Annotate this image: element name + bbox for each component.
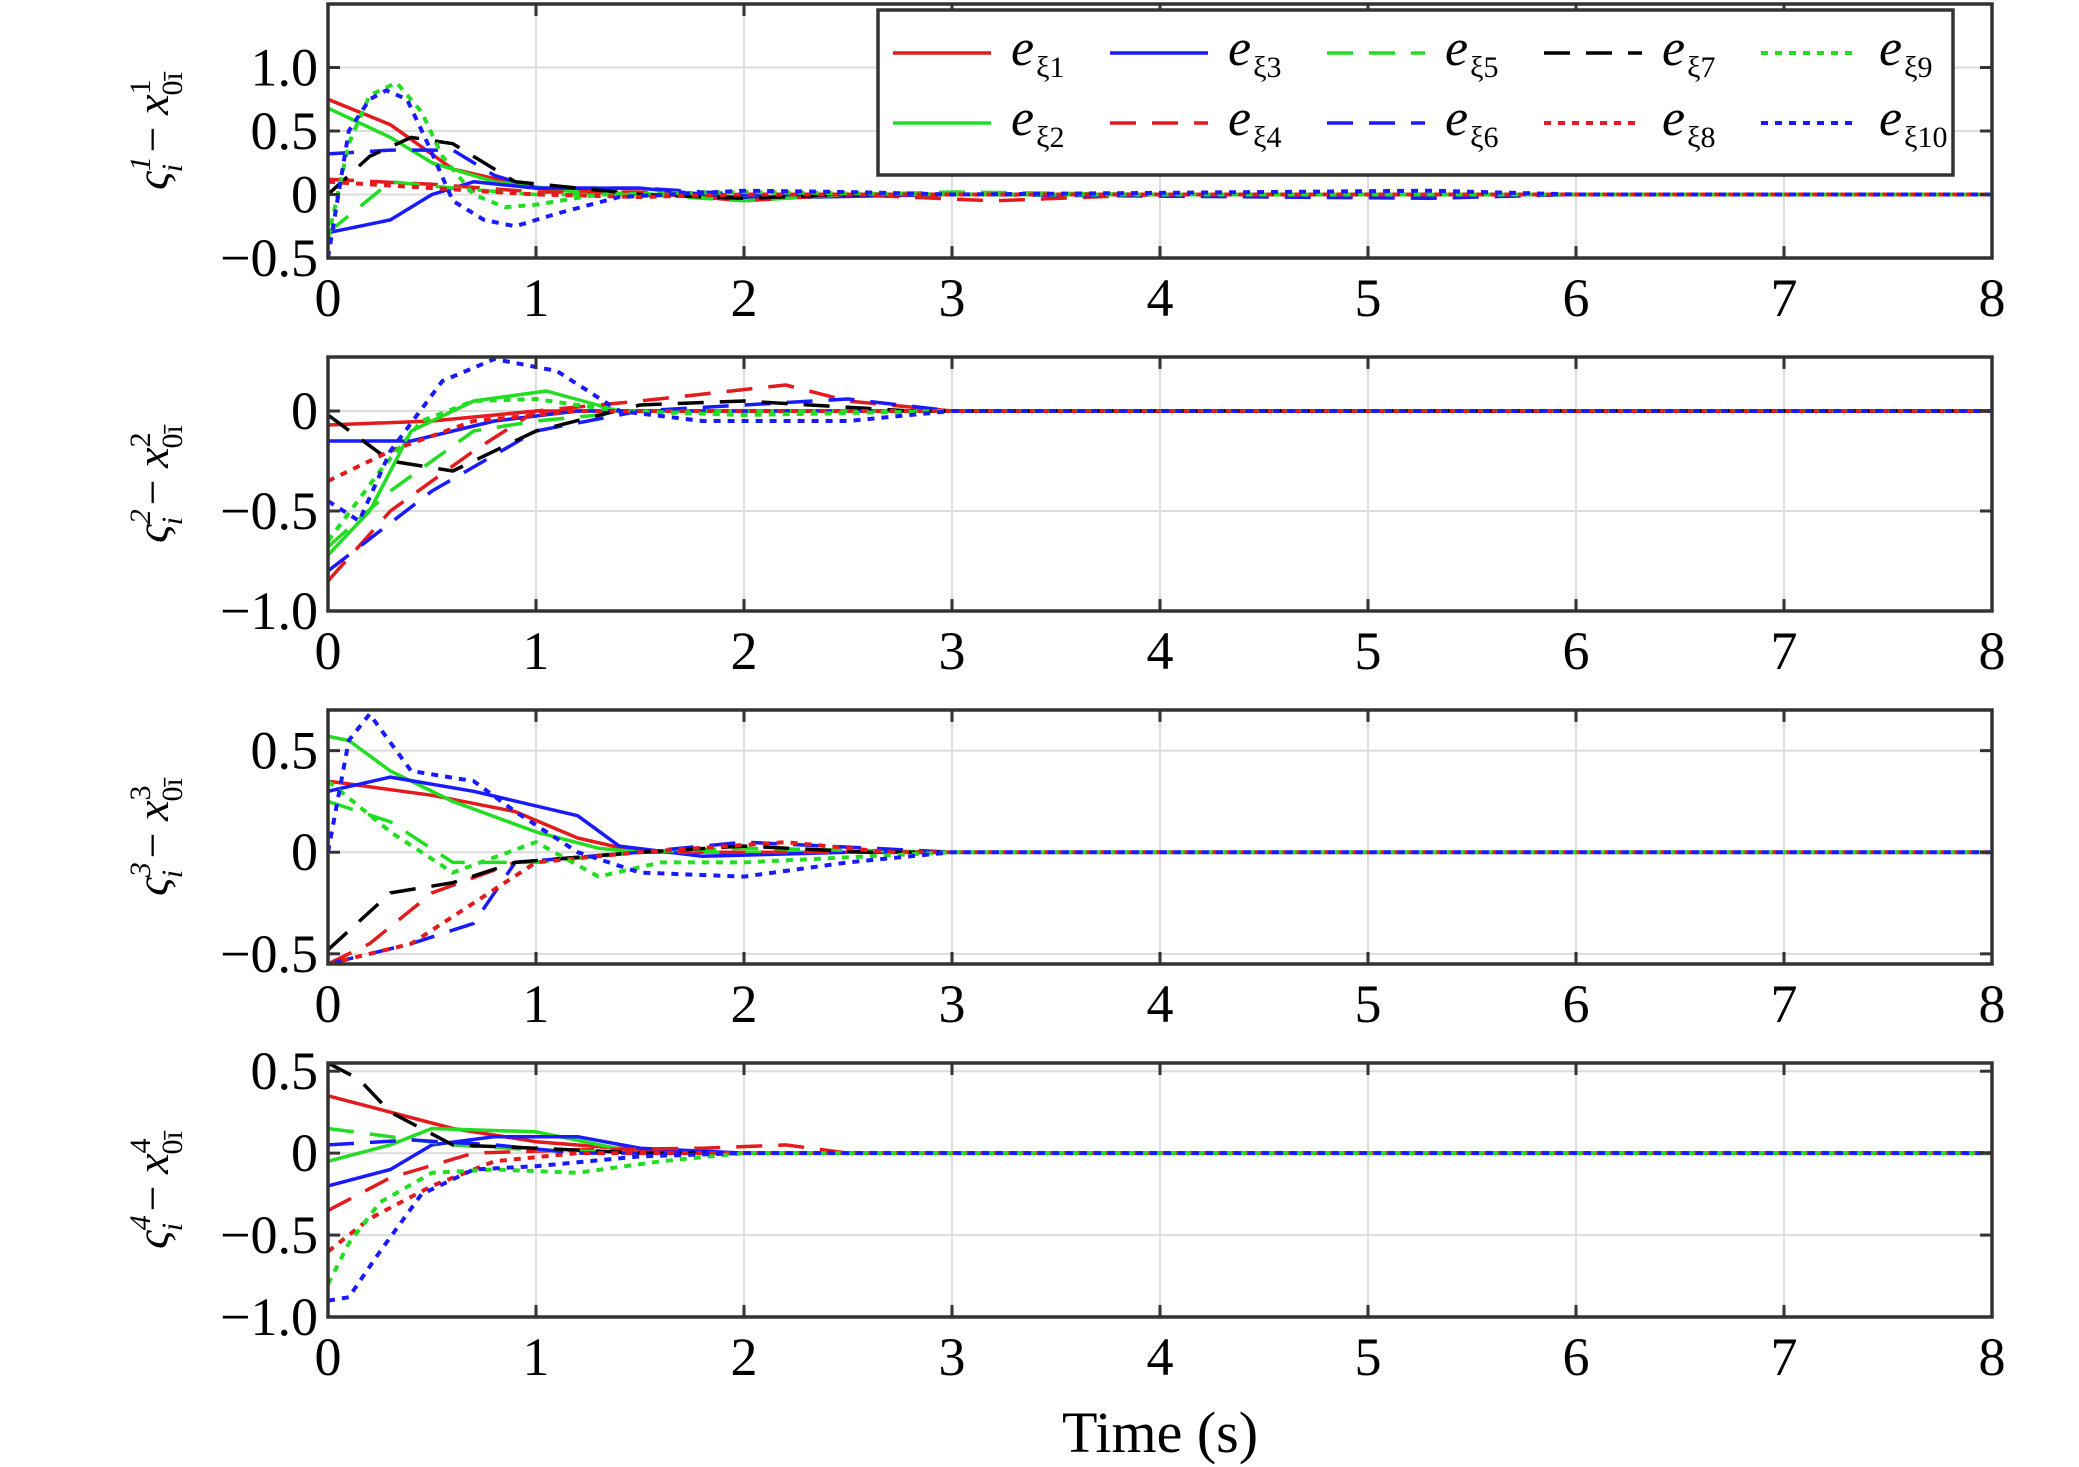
x-tick-label: 6 bbox=[1563, 974, 1590, 1034]
x-tick-label: 2 bbox=[731, 974, 758, 1034]
y-tick-label: −0.5 bbox=[220, 481, 318, 541]
x-tick-label: 7 bbox=[1771, 621, 1798, 681]
y-tick-label: 0 bbox=[291, 822, 318, 882]
legend-label: eξ5 bbox=[1445, 20, 1498, 84]
series-group bbox=[328, 80, 1992, 258]
x-tick-label: 8 bbox=[1979, 621, 2006, 681]
x-tick-label: 8 bbox=[1979, 268, 2006, 328]
y-tick-label: −1.0 bbox=[220, 581, 318, 641]
x-tick-label: 1 bbox=[523, 974, 550, 1034]
x-tick-label: 7 bbox=[1771, 974, 1798, 1034]
series-group bbox=[328, 357, 1992, 583]
subplot-4: 0 1 2 3 4 5 6 7 8 −1.0 −0.5 0 0.5 ς4i − x40ī bbox=[124, 1041, 2006, 1387]
y-axis-label: ς3i − x30ī bbox=[124, 777, 189, 895]
x-tick-label: 4 bbox=[1147, 268, 1174, 328]
x-tick-label: 8 bbox=[1979, 974, 2006, 1034]
x-tick-label: 4 bbox=[1147, 1327, 1174, 1387]
x-tick-label: 2 bbox=[731, 268, 758, 328]
series-line-eξ7 bbox=[328, 135, 1992, 201]
x-tick-label: 1 bbox=[523, 621, 550, 681]
legend-label: eξ10 bbox=[1879, 90, 1947, 154]
series-group bbox=[328, 712, 1992, 964]
y-tick-label: 0.5 bbox=[251, 721, 319, 781]
y-tick-label: 0 bbox=[291, 165, 318, 225]
y-axis-label: ς4i − x40ī bbox=[124, 1130, 189, 1248]
series-line-eξ9 bbox=[328, 397, 1992, 543]
x-tick-label: 3 bbox=[939, 1327, 966, 1387]
x-tick-label: 5 bbox=[1355, 974, 1382, 1034]
legend-label: eξ4 bbox=[1228, 90, 1281, 154]
x-tick-label: 6 bbox=[1563, 1327, 1590, 1387]
x-tick-label: 0 bbox=[315, 268, 342, 328]
y-tick-label: 0 bbox=[291, 381, 318, 441]
x-tick-label: 6 bbox=[1563, 621, 1590, 681]
x-tick-label: 0 bbox=[315, 1327, 342, 1387]
legend-label: eξ1 bbox=[1011, 20, 1064, 84]
legend-label: eξ7 bbox=[1662, 20, 1715, 84]
series-line-eξ9 bbox=[328, 779, 1992, 879]
series-line-eξ8 bbox=[328, 1151, 1992, 1254]
series-group bbox=[328, 1063, 1992, 1303]
legend: eξ1 eξ2 eξ3 eξ4 eξ5 eξ6 eξ7 eξ8 eξ9 eξ10 bbox=[876, 8, 1955, 177]
x-tick-label: 6 bbox=[1563, 268, 1590, 328]
series-line-eξ10 bbox=[328, 357, 1992, 523]
series-line-eξ4 bbox=[328, 177, 1992, 203]
y-tick-label: 0.5 bbox=[251, 101, 319, 161]
series-line-eξ8 bbox=[328, 179, 1992, 199]
series-line-eξ6 bbox=[328, 148, 1992, 201]
x-tick-label: 3 bbox=[939, 268, 966, 328]
series-line-eξ5 bbox=[328, 1126, 1992, 1155]
x-tick-label: 5 bbox=[1355, 268, 1382, 328]
legend-label: eξ9 bbox=[1879, 20, 1932, 84]
x-tick-label: 8 bbox=[1979, 1327, 2006, 1387]
x-tick-label: 7 bbox=[1771, 268, 1798, 328]
legend-label: eξ2 bbox=[1011, 90, 1064, 154]
y-tick-label: 0 bbox=[291, 1123, 318, 1183]
y-axis-label: ς2i − x20ī bbox=[124, 424, 189, 542]
legend-label: eξ6 bbox=[1445, 90, 1498, 154]
x-tick-label: 5 bbox=[1355, 621, 1382, 681]
x-tick-label: 2 bbox=[731, 621, 758, 681]
y-tick-label: −0.5 bbox=[220, 924, 318, 984]
x-tick-label: 7 bbox=[1771, 1327, 1798, 1387]
y-tick-label: −0.5 bbox=[220, 1205, 318, 1265]
y-axis-label: ς1i − x10ī bbox=[124, 71, 189, 189]
y-tick-label: 1.0 bbox=[251, 38, 319, 98]
legend-label: eξ8 bbox=[1662, 90, 1715, 154]
x-tick-label: 0 bbox=[315, 621, 342, 681]
x-axis-label: Time (s) bbox=[1062, 1400, 1258, 1465]
legend-label: eξ3 bbox=[1228, 20, 1281, 84]
x-tick-label: 5 bbox=[1355, 1327, 1382, 1387]
x-tick-label: 4 bbox=[1147, 621, 1174, 681]
x-tick-label: 0 bbox=[315, 974, 342, 1034]
series-line-eξ6 bbox=[328, 840, 1992, 964]
legend-box bbox=[876, 8, 1955, 177]
x-tick-label: 1 bbox=[523, 268, 550, 328]
x-tick-label: 2 bbox=[731, 1327, 758, 1387]
series-line-eξ8 bbox=[328, 409, 1992, 483]
x-tick-label: 4 bbox=[1147, 974, 1174, 1034]
subplot-2: 0 1 2 3 4 5 6 7 8 −1.0 −0.5 0 ς2i − x20ī bbox=[124, 355, 2006, 681]
y-tick-label: −0.5 bbox=[220, 228, 318, 288]
x-tick-label: 1 bbox=[523, 1327, 550, 1387]
x-tick-label: 3 bbox=[939, 621, 966, 681]
y-tick-label: −1.0 bbox=[220, 1287, 318, 1347]
x-tick-label: 3 bbox=[939, 974, 966, 1034]
series-line-eξ7 bbox=[328, 399, 1992, 473]
y-tick-label: 0.5 bbox=[251, 1041, 319, 1101]
series-line-eξ10 bbox=[328, 712, 1992, 879]
